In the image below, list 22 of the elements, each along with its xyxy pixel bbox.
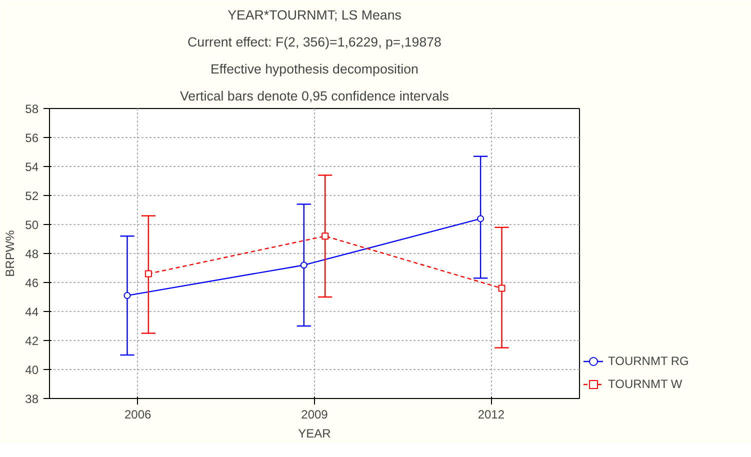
- x-tick-label: 2009: [301, 408, 328, 422]
- y-tick-label: 42: [25, 334, 39, 348]
- y-tick-label: 50: [25, 218, 39, 232]
- y-tick-label: 56: [25, 131, 39, 145]
- y-tick-label: 44: [25, 305, 39, 319]
- y-tick-label: 38: [25, 392, 39, 406]
- chart-subtitle: Current effect: F(2, 356)=1,6229, p=,19878: [188, 34, 442, 50]
- y-tick-label: 40: [25, 363, 39, 377]
- y-tick-label: 58: [25, 102, 39, 116]
- text: Vertical bars denote 0,95 confidence intervals: [180, 88, 450, 104]
- y-tick-label: 46: [25, 276, 39, 290]
- text: Effective hypothesis decomposition: [210, 62, 418, 76]
- y-tick-label: 54: [25, 160, 39, 174]
- x-tick-label: 2012: [478, 408, 505, 422]
- y-tick-label: 48: [25, 247, 39, 261]
- chart-title: YEAR*TOURNMT; LS Means: [228, 8, 402, 22]
- legend-label: TOURNMT W: [608, 377, 682, 391]
- x-axis-title: YEAR: [298, 426, 332, 440]
- y-tick-label: 52: [25, 189, 39, 203]
- y-axis-title: BRPW%: [3, 230, 18, 277]
- legend-label: TOURNMT RG: [608, 354, 689, 368]
- x-tick-label: 2006: [124, 408, 152, 422]
